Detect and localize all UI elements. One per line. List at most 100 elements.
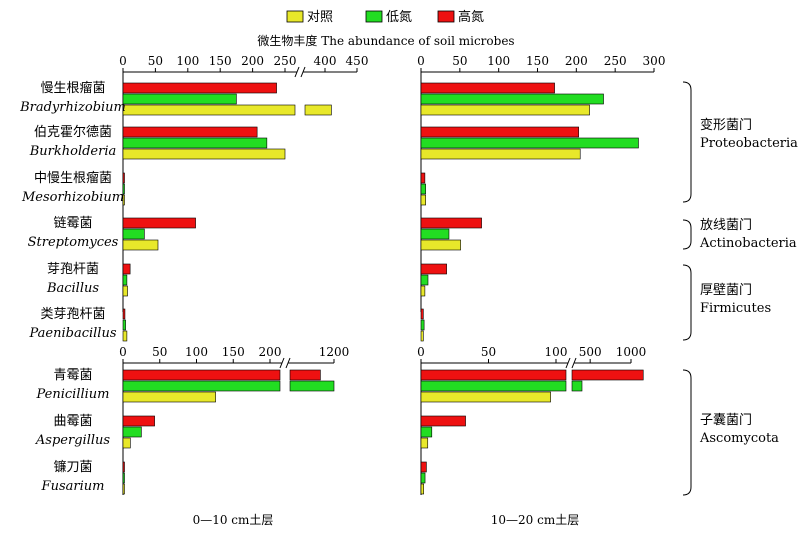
- bar-bradyrhizobium-0-10-0: [122, 82, 277, 94]
- tick-label: 0: [119, 54, 127, 68]
- tick-label: 1200: [319, 345, 350, 359]
- bar-paenibacillus-0-10-1: [122, 319, 126, 331]
- tick-label: 500: [579, 345, 602, 359]
- bar-fusarium-0-10-1: [122, 472, 125, 484]
- layer-label-10-20: 10—20 cm土层: [491, 513, 579, 527]
- bar-burkholderia-0-10-1: [122, 137, 268, 149]
- bar-paenibacillus-0-10-2: [122, 330, 128, 342]
- tick-label: 200: [565, 54, 588, 68]
- bar-streptomyces-0-10-2: [122, 239, 159, 251]
- bar-penicillium-10-20-0: [420, 369, 567, 381]
- genus-label-latin: Penicillium: [36, 387, 110, 402]
- bar-bradyrhizobium-10-20-0: [420, 82, 555, 94]
- tick-label: 450: [346, 54, 369, 68]
- bar-bradyrhizobium-10-20-1: [420, 93, 604, 105]
- tick-label: 0: [417, 54, 425, 68]
- bar-aspergillus-10-20-1: [420, 426, 433, 438]
- tick-label: 200: [241, 54, 264, 68]
- bar-burkholderia-0-10-2: [122, 148, 286, 160]
- genus-label-latin: Paenibacillus: [28, 326, 116, 341]
- bar-penicillium-10-20-1: [420, 380, 567, 392]
- legend-swatch-2: [437, 10, 455, 23]
- axis-break-mark: [565, 357, 571, 369]
- bar-mesorhizobium-0-10-2: [122, 194, 125, 206]
- bar-burkholderia-10-20-0: [420, 126, 579, 138]
- bar-penicillium-0-10-1-tail: [289, 380, 335, 392]
- bar-bacillus-10-20-2: [420, 285, 426, 297]
- bar-mesorhizobium-10-20-0: [420, 172, 426, 184]
- genus-label-latin: Bradyrhizobium: [19, 100, 126, 115]
- bar-bradyrhizobium-10-20-2: [420, 104, 590, 116]
- bar-penicillium-0-10-2: [122, 391, 216, 403]
- genus-labels: 慢生根瘤菌 Bradyrhizobium 伯克霍尔德菌 Burkholderia 中慢生…: [19, 80, 126, 494]
- genus-label-cn: 链霉菌: [53, 216, 92, 231]
- bar-mesorhizobium-0-10-1: [122, 183, 125, 195]
- bar-paenibacillus-0-10-0: [122, 308, 126, 320]
- genus-label-latin: Mesorhizobium: [21, 190, 124, 205]
- bar-bacillus-10-20-0: [420, 263, 447, 275]
- genus-label-cn: 伯克霍尔德菌: [34, 125, 112, 140]
- tick-label: 400: [314, 54, 337, 68]
- tick-label: 0: [417, 345, 425, 359]
- legend: 对照 低氮 高氮: [286, 9, 484, 25]
- phylum-bracket: [682, 369, 692, 496]
- phylum-label-cn: 放线菌门: [700, 218, 752, 233]
- phylum-label-en: Ascomycota: [699, 431, 779, 446]
- tick-label: 50: [481, 345, 496, 359]
- bar-mesorhizobium-0-10-0: [122, 172, 125, 184]
- legend-swatch-0: [286, 10, 304, 23]
- bar-bradyrhizobium-0-10-1: [122, 93, 237, 105]
- legend-label-0: 对照: [307, 10, 333, 25]
- bar-burkholderia-10-20-1: [420, 137, 639, 149]
- phylum-label-cn: 子囊菌门: [700, 412, 752, 428]
- axes: 0 50 100 150 200 250 400 450 0 50 100 150 200 250 300 0…: [119, 54, 665, 495]
- tick-label: 50: [452, 54, 467, 68]
- bar-paenibacillus-10-20-2: [420, 330, 424, 342]
- bar-aspergillus-0-10-2: [122, 437, 131, 449]
- axis-break-mark: [571, 357, 577, 369]
- phylum-label-en: Proteobacteria: [700, 136, 798, 151]
- phylum-brackets: 变形菌门 Proteobacteria 放线菌门 Actinobacteria 厚壁菌门…: [682, 81, 798, 496]
- bar-streptomyces-10-20-1: [420, 228, 450, 240]
- genus-label-cn: 中慢生根瘤菌: [34, 170, 112, 186]
- phylum-bracket: [682, 219, 692, 250]
- bar-bacillus-0-10-2: [122, 285, 128, 297]
- bar-streptomyces-0-10-0: [122, 217, 196, 229]
- phylum-label-cn: 变形菌门: [700, 117, 752, 133]
- genus-label-cn: 慢生根瘤菌: [40, 80, 105, 96]
- genus-label-latin: Burkholderia: [29, 144, 117, 159]
- bar-fusarium-0-10-0: [122, 461, 125, 473]
- bar-penicillium-10-20-1-tail: [571, 380, 583, 392]
- phylum-label-en: Actinobacteria: [699, 236, 797, 251]
- bar-aspergillus-0-10-0: [122, 415, 155, 427]
- genus-label-latin: Aspergillus: [35, 433, 110, 448]
- phylum-bracket: [682, 264, 692, 341]
- bar-paenibacillus-10-20-1: [420, 319, 425, 331]
- layer-label-0-10: 0—10 cm土层: [193, 513, 274, 527]
- phylum-label-cn: 厚壁菌门: [700, 283, 752, 298]
- bar-bacillus-0-10-0: [122, 263, 131, 275]
- bar-aspergillus-0-10-1: [122, 426, 142, 438]
- bar-paenibacillus-10-20-0: [420, 308, 424, 320]
- bar-penicillium-10-20-0-tail: [571, 369, 644, 381]
- tick-label: 100: [185, 345, 208, 359]
- genus-label-cn: 曲霉菌: [53, 414, 92, 429]
- bar-streptomyces-10-20-2: [420, 239, 461, 251]
- legend-swatch-1: [365, 10, 383, 23]
- tick-label: 250: [274, 54, 297, 68]
- genus-label-cn: 类芽孢杆菌: [40, 307, 105, 322]
- phylum-bracket: [682, 81, 692, 203]
- genus-label-cn: 镰刀菌: [53, 459, 92, 475]
- bar-bacillus-10-20-1: [420, 274, 429, 286]
- tick-label: 300: [643, 54, 666, 68]
- legend-label-1: 低氮: [386, 10, 412, 25]
- tick-label: 150: [222, 345, 245, 359]
- legend-label-2: 高氮: [458, 9, 484, 25]
- tick-label: 100: [487, 54, 510, 68]
- genus-label-latin: Bacillus: [46, 281, 99, 296]
- tick-label: 150: [209, 54, 232, 68]
- tick-label: 50: [148, 54, 163, 68]
- bar-streptomyces-10-20-0: [420, 217, 482, 229]
- bar-bradyrhizobium-0-10-2-tail: [304, 104, 332, 116]
- bar-bradyrhizobium-0-10-2: [122, 104, 296, 116]
